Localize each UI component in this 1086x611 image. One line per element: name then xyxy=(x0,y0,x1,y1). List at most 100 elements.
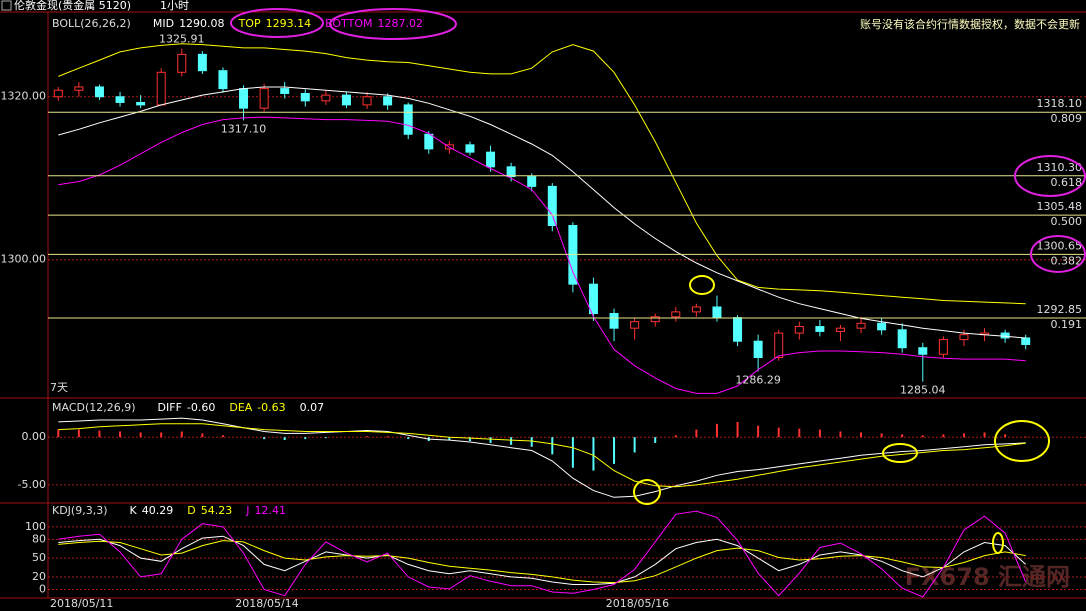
candle-body xyxy=(691,306,701,313)
candle-body xyxy=(527,176,537,187)
candle-body xyxy=(959,334,969,341)
fib-ratio: 0.809 xyxy=(1051,112,1083,125)
indicator-line xyxy=(58,423,1026,488)
candle-body xyxy=(218,70,228,90)
candle-body xyxy=(712,306,722,319)
candle-body xyxy=(424,133,434,150)
indicator-header: MACD(12,26,9) DIFF -0.60 DEA -0.63 0.07 xyxy=(52,401,324,414)
indicator-line xyxy=(58,116,1026,394)
y-tick-label: -5.00 xyxy=(18,478,46,491)
low-label: 1286.29 xyxy=(735,373,781,386)
candle-body xyxy=(835,327,845,332)
fib-price: 1318.10 xyxy=(1037,97,1083,110)
y-tick-label: 20 xyxy=(32,570,46,583)
candle-body xyxy=(115,96,125,103)
candle-body xyxy=(239,88,249,109)
candle-body xyxy=(300,92,310,102)
candle-body xyxy=(877,322,887,331)
legend-value: 1290.08 xyxy=(179,17,225,30)
candle-body xyxy=(156,71,166,106)
y-tick-label: 0.00 xyxy=(22,430,47,443)
candle-body xyxy=(753,340,763,359)
highlight-ellipse xyxy=(994,420,1050,462)
low-label: 1285.04 xyxy=(900,384,946,397)
fib-ratio: 0.382 xyxy=(1051,254,1083,267)
candle-body xyxy=(918,347,928,355)
legend-name: K xyxy=(130,504,138,517)
candle-body xyxy=(1021,337,1031,345)
indicator-header: KDJ(9,3,3) K 40.29 D 54.23 J 12.41 xyxy=(52,504,286,517)
fib-price: 1300.65 xyxy=(1037,239,1083,252)
candle-body xyxy=(794,326,804,334)
legend-value: 1287.02 xyxy=(377,17,423,30)
candle-body xyxy=(280,88,290,94)
y-tick-label: 80 xyxy=(32,532,46,545)
fib-ratio: 0.191 xyxy=(1051,318,1083,331)
candle-body xyxy=(733,317,743,342)
candle-body xyxy=(671,311,681,318)
candle-body xyxy=(259,88,269,109)
period-label: 7天 xyxy=(50,381,68,394)
legend-name: TOP xyxy=(238,17,261,30)
legend-value: -0.60 xyxy=(187,401,215,414)
candle-body xyxy=(774,332,784,359)
indicator-title: MACD(12,26,9) xyxy=(52,401,136,414)
indicator-header: BOLL(26,26,2) MID 1290.08 TOP 1293.14 BOTTOM 1… xyxy=(52,17,423,30)
highlight-ellipse xyxy=(1030,235,1086,273)
panel xyxy=(48,417,1086,498)
y-tick-label: 0 xyxy=(39,582,46,595)
candle-body xyxy=(856,322,866,329)
y-tick-label: 100 xyxy=(25,520,46,533)
candle-body xyxy=(74,86,84,91)
candle-body xyxy=(609,313,619,329)
candle-body xyxy=(177,53,187,73)
app-icon xyxy=(1,0,12,11)
indicator-line xyxy=(58,540,1026,584)
indicator-line xyxy=(58,510,1027,598)
candle-body xyxy=(341,94,351,106)
legend-value: 12.41 xyxy=(254,504,286,517)
highlight-ellipse xyxy=(1014,155,1086,197)
annotations xyxy=(230,8,1086,554)
candle-body xyxy=(506,166,516,178)
x-tick-label: 2018/05/11 xyxy=(50,597,113,610)
legend-name: J xyxy=(245,504,249,517)
fib-price: 1310.30 xyxy=(1037,161,1083,174)
highlight-ellipse xyxy=(882,443,918,463)
x-tick-label: 2018/05/16 xyxy=(606,597,669,610)
candle-body xyxy=(197,53,207,72)
candle-body xyxy=(486,151,496,168)
fib-ratio: 0.618 xyxy=(1051,176,1083,189)
instrument[interactable]: 伦敦金现(贵金属 5120) xyxy=(14,0,131,12)
candle-body xyxy=(362,96,372,106)
y-tick-label: 1300.00 xyxy=(1,253,47,266)
candle-body xyxy=(321,94,331,102)
indicator-title: KDJ(9,3,3) xyxy=(52,504,108,517)
y-tick-label: 1320.00 xyxy=(1,90,47,103)
legend-name: D xyxy=(187,504,195,517)
highlight-ellipse xyxy=(689,275,715,295)
legend-name: DEA xyxy=(229,401,252,414)
fib-price: 1305.48 xyxy=(1037,200,1083,213)
notice: 账号没有该合约行情数据授权，数据不会更新 xyxy=(860,17,1080,31)
legend-name: BOTTOM xyxy=(325,17,372,30)
candle-body xyxy=(650,316,660,323)
panel xyxy=(48,43,1086,394)
legend-value: 0.07 xyxy=(300,401,325,414)
legend-name: DIFF xyxy=(158,401,182,414)
highlight-ellipse xyxy=(633,479,661,505)
candle-body xyxy=(403,104,413,135)
candle-body xyxy=(630,321,640,329)
candle-body xyxy=(547,185,557,227)
period[interactable]: 1小时 xyxy=(160,0,189,12)
indicator-line xyxy=(58,417,1026,498)
y-tick-label: 50 xyxy=(32,551,46,564)
fib-price: 1292.85 xyxy=(1037,303,1083,316)
fib-ratio: 0.500 xyxy=(1051,215,1083,228)
x-tick-label: 2018/05/14 xyxy=(235,597,298,610)
high-label: 1325.91 xyxy=(159,33,205,46)
legend-value: 40.29 xyxy=(142,504,174,517)
indicator-line xyxy=(58,43,1026,305)
candle-body xyxy=(588,283,598,315)
